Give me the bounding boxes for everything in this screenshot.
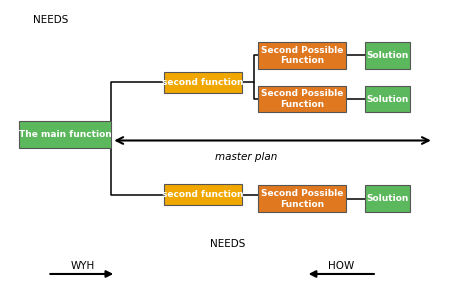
FancyBboxPatch shape <box>365 185 410 212</box>
Text: HOW: HOW <box>328 260 355 271</box>
FancyBboxPatch shape <box>258 86 346 112</box>
Text: Second Possible
Function: Second Possible Function <box>261 89 343 109</box>
FancyBboxPatch shape <box>164 72 242 93</box>
FancyBboxPatch shape <box>258 42 346 69</box>
Text: Solution: Solution <box>366 51 409 60</box>
Text: master plan: master plan <box>215 152 278 162</box>
Text: Solution: Solution <box>366 194 409 203</box>
FancyBboxPatch shape <box>19 121 111 148</box>
Text: second function: second function <box>162 78 243 87</box>
Text: NEEDS: NEEDS <box>33 15 69 25</box>
Text: Second Possible
Function: Second Possible Function <box>261 189 343 209</box>
FancyBboxPatch shape <box>365 86 410 112</box>
Text: Solution: Solution <box>366 94 409 104</box>
FancyBboxPatch shape <box>258 185 346 212</box>
Text: The main function: The main function <box>19 130 111 139</box>
FancyBboxPatch shape <box>164 184 242 205</box>
Text: Second Possible
Function: Second Possible Function <box>261 46 343 65</box>
Text: second function: second function <box>162 190 243 199</box>
Text: NEEDS: NEEDS <box>210 239 245 250</box>
FancyBboxPatch shape <box>365 42 410 69</box>
Text: WYH: WYH <box>71 260 95 271</box>
